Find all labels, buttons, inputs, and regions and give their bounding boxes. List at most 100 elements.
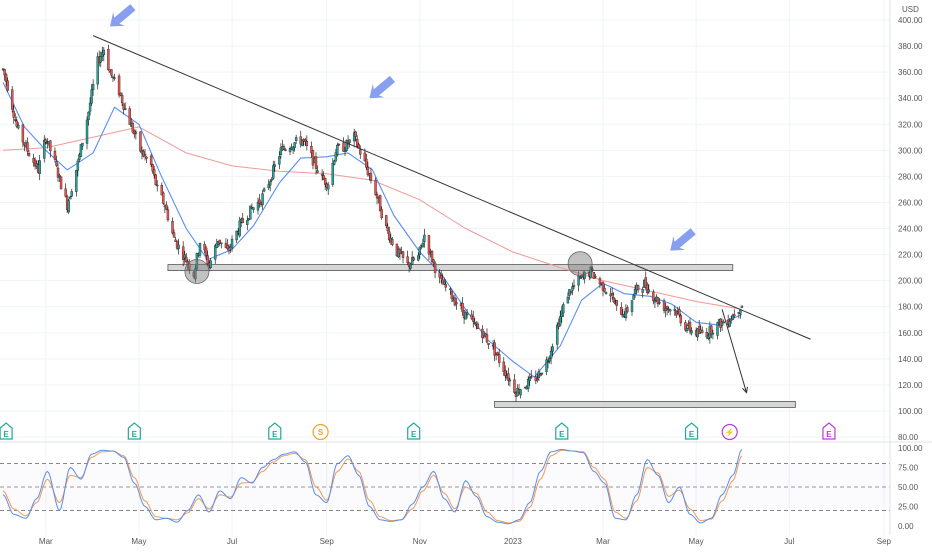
candle-body (589, 266, 592, 278)
touch-arrow-marker[interactable] (104, 0, 139, 33)
candle (165, 201, 168, 210)
candle (288, 146, 292, 156)
candle-body (59, 176, 63, 190)
candle (203, 241, 206, 254)
event-marker-split[interactable]: S (312, 423, 329, 441)
candle-body (227, 249, 231, 252)
candle-body (398, 248, 402, 254)
event-marker-earnings[interactable]: E (407, 422, 421, 440)
candle-body (17, 124, 20, 129)
candle (722, 319, 725, 324)
candle (398, 247, 402, 260)
annotations[interactable] (104, 0, 748, 394)
candle-body (226, 245, 229, 250)
candle-body (374, 179, 377, 195)
trendline-layer[interactable] (92, 35, 811, 340)
candle (559, 310, 562, 327)
earnings-badge-label: E (272, 430, 278, 439)
candle-body (356, 138, 359, 147)
candle-body (333, 160, 336, 165)
candle-body (540, 372, 544, 375)
event-marker-earnings[interactable]: E (684, 422, 699, 440)
event-marker-earnings[interactable]: E (0, 422, 13, 440)
candle (662, 298, 666, 314)
candle (293, 142, 296, 152)
candle-body (122, 103, 125, 110)
candle-body (528, 377, 531, 381)
candle-body (366, 166, 370, 176)
candle (449, 287, 452, 295)
highlight-circle[interactable] (184, 259, 210, 284)
earnings-badge (555, 422, 569, 440)
candle (528, 373, 531, 386)
candle-body (513, 379, 516, 393)
candle-body (56, 167, 60, 178)
candle-body (160, 185, 164, 196)
candle (322, 171, 325, 181)
projection-arrow-line[interactable] (721, 309, 747, 393)
candle (710, 324, 713, 339)
candle-body (449, 288, 452, 291)
earnings-badge (822, 422, 836, 440)
touch-arrow-marker[interactable] (364, 72, 399, 105)
candle-body (76, 160, 80, 171)
candle (316, 165, 319, 174)
candle-body (549, 350, 553, 359)
highlight-circle[interactable] (567, 251, 593, 277)
candle (76, 158, 80, 177)
candle-body (70, 191, 73, 197)
y-tick-label: 320.00 (898, 120, 923, 129)
candle (177, 238, 180, 255)
candle (143, 148, 147, 161)
candle-body (261, 193, 264, 206)
candle-body (685, 328, 689, 332)
candle (604, 291, 608, 295)
candle (314, 152, 318, 175)
candle-body (443, 281, 446, 285)
candle-body (472, 316, 475, 322)
candle (592, 271, 596, 279)
candle (739, 309, 742, 319)
candle-body (342, 142, 345, 152)
candle (142, 149, 145, 158)
candle (569, 290, 573, 295)
candle (102, 46, 106, 62)
candle-body (171, 221, 174, 234)
candle-body (81, 142, 84, 147)
candle (198, 242, 202, 259)
candle-body (177, 244, 180, 249)
candle-body (43, 139, 46, 159)
candle (218, 239, 222, 247)
osc-y-tick-label: 50.00 (898, 483, 919, 492)
y-tick-label: 120.00 (898, 381, 923, 390)
event-marker-earnings[interactable]: E (555, 422, 569, 440)
touch-arrow-marker[interactable] (664, 224, 699, 257)
support-zone[interactable] (494, 401, 796, 408)
candle (374, 177, 377, 196)
event-markers[interactable]: E E E S E E E ⚡ E (0, 422, 836, 441)
candle (583, 270, 586, 284)
candle (90, 84, 93, 106)
event-marker-dividend[interactable]: ⚡ (721, 423, 738, 441)
candle (665, 305, 669, 316)
candle-body (720, 321, 724, 326)
candle-body (548, 358, 551, 362)
candle (519, 388, 522, 399)
descending-trendline[interactable] (92, 35, 811, 340)
candle-body (3, 68, 6, 76)
candle (571, 282, 574, 296)
candle (241, 212, 244, 224)
event-marker-earnings[interactable]: E (127, 422, 141, 440)
support-zones[interactable] (167, 264, 796, 408)
event-marker-earnings[interactable]: E (268, 422, 282, 440)
event-marker-next[interactable]: E (822, 422, 836, 440)
candle-body (301, 139, 304, 146)
candle (624, 304, 628, 321)
candle (311, 149, 315, 170)
moving-average-fast-line (2, 82, 743, 378)
candle-body (485, 334, 489, 343)
support-zone[interactable] (167, 264, 734, 271)
